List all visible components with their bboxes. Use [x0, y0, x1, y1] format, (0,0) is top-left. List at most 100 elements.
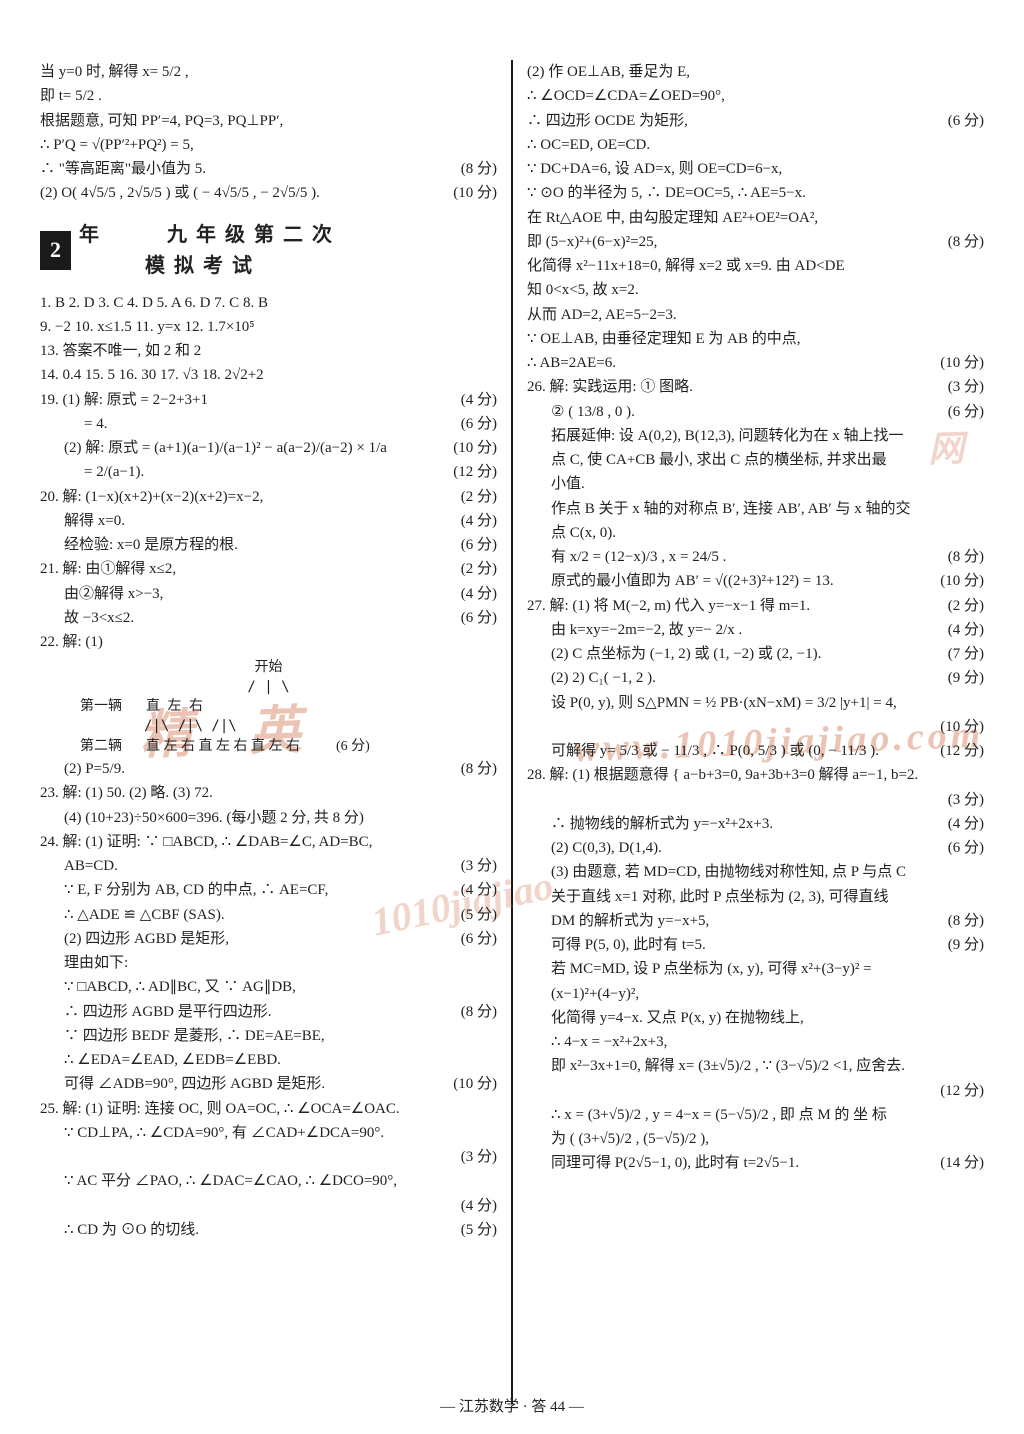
line-content: (x−1)²+(4−y)², — [551, 983, 984, 1006]
line-content: ∴ CD 为 ⊙O 的切线. — [64, 1219, 455, 1242]
text-line: (2) C 点坐标为 (−1, 2) 或 (1, −2) 或 (2, −1).(… — [527, 643, 984, 666]
points-label: (6 分) — [455, 607, 497, 630]
points-label: (10 分) — [934, 352, 984, 375]
line-content: 小值. — [551, 473, 984, 496]
text-line: 21. 解: 由①解得 x≤2,(2 分) — [40, 558, 497, 581]
line-content: 可解得 y= 5/3 或 − 11/3 , ∴ P(0, 5/3 ) 或 (0,… — [551, 740, 934, 763]
text-line: 小值. — [527, 473, 984, 496]
points-label: (5 分) — [455, 1219, 497, 1242]
diagram-row2: 第二辆直 左 右 直 左 右 直 左 右(6 分) — [80, 737, 497, 757]
text-line: ∴ CD 为 ⊙O 的切线.(5 分) — [40, 1219, 497, 1242]
text-line: ∴ 抛物线的解析式为 y=−x²+2x+3.(4 分) — [527, 813, 984, 836]
line-content: 21. 解: 由①解得 x≤2, — [40, 558, 455, 581]
line-content: 13. 答案不唯一, 如 2 和 2 — [40, 340, 497, 363]
points-label: (2 分) — [455, 486, 497, 509]
text-line: 23. 解: (1) 50. (2) 略. (3) 72. — [40, 782, 497, 805]
text-line: ∴ P′Q = √(PP′²+PQ²) = 5, — [40, 134, 497, 157]
line-content: 知 0<x<5, 故 x=2. — [527, 279, 984, 302]
points-label: (4 分) — [455, 389, 497, 412]
line-content: 化简得 x²−11x+18=0, 解得 x=2 或 x=9. 由 AD<DE — [527, 255, 984, 278]
line-content: (2) P=5/9. — [64, 758, 455, 781]
points-label: (4 分) — [455, 510, 497, 533]
line-content: ∵ ⊙O 的半径为 5, ∴ DE=OC=5, ∴ AE=5−x. — [527, 182, 984, 205]
text-line: 为 ( (3+√5)/2 , (5−√5)/2 ), — [527, 1128, 984, 1151]
line-content: 28. 解: (1) 根据题意得 { a−b+3=0, 9a+3b+3=0 解得… — [527, 764, 984, 787]
line-content: ② ( 13/8 , 0 ). — [551, 401, 942, 424]
text-line: 即 t= 5/2 . — [40, 85, 497, 108]
points-label: (10 分) — [934, 716, 984, 739]
points-label: (4 分) — [942, 619, 984, 642]
text-line: 点 C, 使 CA+CB 最小, 求出 C 点的横坐标, 并求出最 — [527, 449, 984, 472]
text-line: 即 x²−3x+1=0, 解得 x= (3±√5)/2 , ∵ (3−√5)/2… — [527, 1055, 984, 1078]
points-label: (12 分) — [447, 461, 497, 484]
line-content: 设 P(0, y), 则 S△PMN = ½ PB·(xN−xM) = 3/2 … — [551, 692, 984, 715]
text-line: 作点 B 关于 x 轴的对称点 B′, 连接 AB′, AB′ 与 x 轴的交 — [527, 498, 984, 521]
text-line: 知 0<x<5, 故 x=2. — [527, 279, 984, 302]
line-content: (2) C 点坐标为 (−1, 2) 或 (1, −2) 或 (2, −1). — [551, 643, 942, 666]
line-content: ∵ AC 平分 ∠PAO, ∴ ∠DAC=∠CAO, ∴ ∠DCO=90°, — [64, 1170, 497, 1193]
text-line: ∴ AB=2AE=6.(10 分) — [527, 352, 984, 375]
text-line: 有 x/2 = (12−x)/3 , x = 24/5 .(8 分) — [527, 546, 984, 569]
line-content: 为 ( (3+√5)/2 , (5−√5)/2 ), — [551, 1128, 984, 1151]
text-line: 24. 解: (1) 证明: ∵ □ABCD, ∴ ∠DAB=∠C, AD=BC… — [40, 831, 497, 854]
text-line: (2) 2) C₁( −1, 2 ).(9 分) — [527, 667, 984, 690]
points-label: (5 分) — [455, 904, 497, 927]
text-line: ∵ 四边形 BEDF 是菱形, ∴ DE=AE=BE, — [40, 1025, 497, 1048]
text-line: ∴ x = (3+√5)/2 , y = 4−x = (5−√5)/2 , 即 … — [527, 1104, 984, 1127]
line-content: 20. 解: (1−x)(x+2)+(x−2)(x+2)=x−2, — [40, 486, 455, 509]
points-label: (2 分) — [942, 595, 984, 618]
text-line: ∵ CD⊥PA, ∴ ∠CDA=90°, 有 ∠CAD+∠DCA=90°. — [40, 1122, 497, 1145]
text-line: 化简得 x²−11x+18=0, 解得 x=2 或 x=9. 由 AD<DE — [527, 255, 984, 278]
points-label: (2 分) — [455, 558, 497, 581]
points-label: (3 分) — [455, 855, 497, 878]
points-label: (12 分) — [934, 1080, 984, 1103]
line-content: 理由如下: — [64, 952, 497, 975]
line-content: (2) C(0,3), D(1,4). — [551, 837, 942, 860]
points-label: (8 分) — [455, 158, 497, 181]
text-line: ∵ DC+DA=6, 设 AD=x, 则 OE=CD=6−x, — [527, 158, 984, 181]
line-content — [527, 789, 942, 812]
points-label: (4 分) — [455, 1195, 497, 1218]
line-content: ∵ DC+DA=6, 设 AD=x, 则 OE=CD=6−x, — [527, 158, 984, 181]
line-content: ∴ 抛物线的解析式为 y=−x²+2x+3. — [551, 813, 942, 836]
text-line: ② ( 13/8 , 0 ).(6 分) — [527, 401, 984, 424]
text-line: (4 分) — [40, 1195, 497, 1218]
line-content: 同理可得 P(2√5−1, 0), 此时有 t=2√5−1. — [551, 1152, 934, 1175]
line-content: ∴ ∠EDA=∠EAD, ∠EDB=∠EBD. — [64, 1049, 497, 1072]
column-divider — [511, 60, 513, 1404]
text-line: 拓展延伸: 设 A(0,2), B(12,3), 问题转化为在 x 轴上找一 — [527, 425, 984, 448]
line-content: 可得 P(5, 0), 此时有 t=5. — [551, 934, 942, 957]
line-content: 点 C(x, 0). — [551, 522, 984, 545]
line-content: 由 k=xy=−2m=−2, 故 y=− 2/x . — [551, 619, 942, 642]
line-content: (2) 作 OE⊥AB, 垂足为 E, — [527, 61, 984, 84]
line-content: AB=CD. — [64, 855, 455, 878]
line-content: 即 x²−3x+1=0, 解得 x= (3±√5)/2 , ∵ (3−√5)/2… — [551, 1055, 984, 1078]
line-content — [527, 1080, 934, 1103]
line-content: ∴ AB=2AE=6. — [527, 352, 934, 375]
text-line: 1. B 2. D 3. C 4. D 5. A 6. D 7. C 8. B — [40, 292, 497, 315]
points-label: (14 分) — [934, 1152, 984, 1175]
text-line: (2) 四边形 AGBD 是矩形,(6 分) — [40, 928, 497, 951]
line-content: 从而 AD=2, AE=5−2=3. — [527, 304, 984, 327]
text-line: 关于直线 x=1 对称, 此时 P 点坐标为 (2, 3), 可得直线 — [527, 886, 984, 909]
text-line: 设 P(0, y), 则 S△PMN = ½ PB·(xN−xM) = 3/2 … — [527, 692, 984, 715]
left-column: 当 y=0 时, 解得 x= 5/2 ,即 t= 5/2 .根据题意, 可知 P… — [40, 60, 497, 1404]
points-label: (10 分) — [447, 182, 497, 205]
text-line: (3 分) — [527, 789, 984, 812]
line-content: ∴ OC=ED, OE=CD. — [527, 134, 984, 157]
points-label: (9 分) — [942, 934, 984, 957]
text-line: DM 的解析式为 y=−x+5,(8 分) — [527, 910, 984, 933]
text-line: 20. 解: (1−x)(x+2)+(x−2)(x+2)=x−2,(2 分) — [40, 486, 497, 509]
line-content: 1. B 2. D 3. C 4. D 5. A 6. D 7. C 8. B — [40, 292, 497, 315]
points-label: (7 分) — [942, 643, 984, 666]
text-line: 由②解得 x>−3,(4 分) — [40, 583, 497, 606]
line-content: ∴ ∠OCD=∠CDA=∠OED=90°, — [527, 85, 984, 108]
text-line: (10 分) — [527, 716, 984, 739]
line-content: ∵ E, F 分别为 AB, CD 的中点, ∴ AE=CF, — [64, 879, 455, 902]
diagram-start: 开始 — [40, 658, 497, 678]
line-content: 有 x/2 = (12−x)/3 , x = 24/5 . — [551, 546, 942, 569]
line-content: ∵ □ABCD, ∴ AD∥BC, 又 ∵ AG∥DB, — [64, 976, 497, 999]
line-content: ∵ CD⊥PA, ∴ ∠CDA=90°, 有 ∠CAD+∠DCA=90°. — [64, 1122, 497, 1145]
text-line: 理由如下: — [40, 952, 497, 975]
line-content: 关于直线 x=1 对称, 此时 P 点坐标为 (2, 3), 可得直线 — [551, 886, 984, 909]
